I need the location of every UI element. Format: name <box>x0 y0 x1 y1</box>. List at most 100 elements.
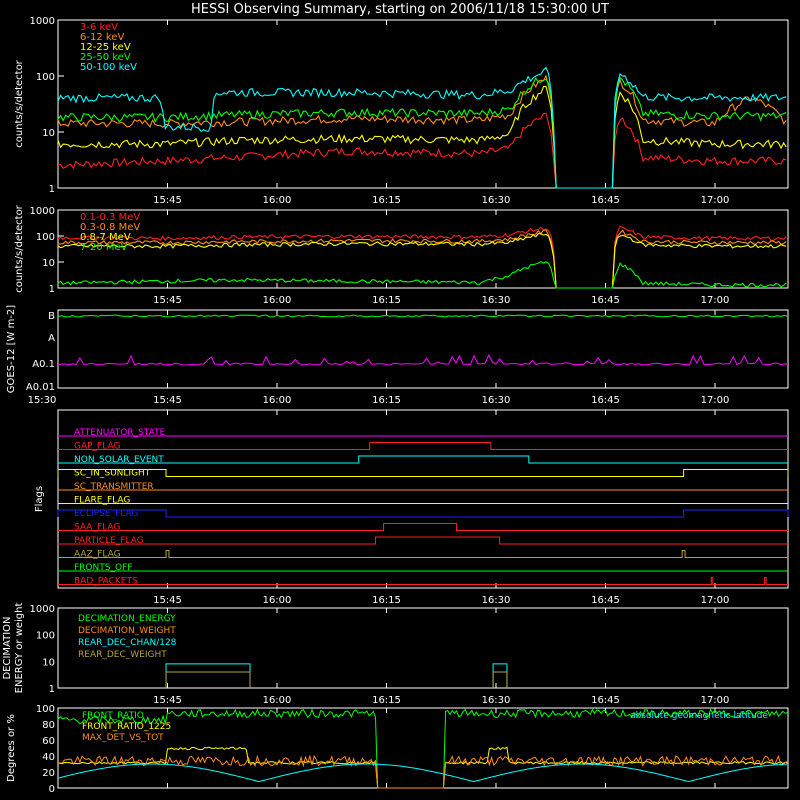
flag-label: SAA_FLAG <box>74 523 120 533</box>
panel-frame-1 <box>57 19 789 189</box>
x-tick-label: 17:00 <box>701 695 730 706</box>
y-tick-label: 10 <box>42 657 55 668</box>
x-tick-label: 16:00 <box>263 295 292 306</box>
legend-entry: 50-100 keV <box>80 62 137 73</box>
goes-line-short <box>57 353 789 366</box>
chart-title: HESSI Observing Summary, starting on 200… <box>191 2 609 17</box>
legend-entry: FRONT_RATIO <box>82 711 144 721</box>
flag-line-bad-packets <box>58 577 788 585</box>
y-axis-label: counts/s/detector <box>14 204 25 292</box>
legend-entry: 0.1-0.3 MeV <box>80 212 140 223</box>
flag-label: AAZ_FLAG <box>74 550 121 560</box>
y-axis-label-line2: ENERGY or weight <box>14 603 25 694</box>
panel-frame-4 <box>57 409 789 589</box>
x-tick-label: 16:30 <box>482 695 511 706</box>
x-tick-label: 16:15 <box>372 295 401 306</box>
flag-label: ATTENUATOR_STATE <box>74 428 166 438</box>
legend-entry: 0.8-7 MeV <box>80 232 131 243</box>
flag-line-saa-flag <box>58 523 788 531</box>
y-axis-label: Degrees or % <box>6 714 17 782</box>
y-tick-label: 1 <box>49 284 55 295</box>
x-tick-label: 16:00 <box>263 395 292 406</box>
flag-label: BAD_PACKETS <box>74 577 138 587</box>
x-tick-label: 16:30 <box>482 395 511 406</box>
x-tick-label: 16:45 <box>591 595 620 606</box>
series-line-0-3-0-8-mev <box>57 229 787 289</box>
legend-entry: 7-20 MeV <box>80 242 128 253</box>
y-tick-label: 20 <box>42 768 55 779</box>
x-tick-label: 16:00 <box>263 595 292 606</box>
flag-line-particle-flag <box>58 536 788 545</box>
flag-label: FRONTS_OFF <box>74 563 132 573</box>
x-tick-label: 16:45 <box>591 395 620 406</box>
flag-line-eclipse-flag <box>57 509 789 518</box>
legend-entry: 0.3-0.8 MeV <box>80 222 140 233</box>
x-tick-label: 15:45 <box>153 195 182 206</box>
x-tick-label: 16:15 <box>372 395 401 406</box>
legend-entry: MAX_DET_VS_TOT <box>82 733 164 743</box>
legend-entry: DECIMATION_ENERGY <box>78 614 176 624</box>
series-line-3-6-kev <box>57 112 787 189</box>
x-tick-label: 16:30 <box>482 295 511 306</box>
x-tick-label: 17:00 <box>701 395 730 406</box>
x-tick-label: 15:45 <box>153 295 182 306</box>
geomagnetic-latitude-line <box>57 763 788 783</box>
y-tick-label: 1 <box>49 684 55 695</box>
y-tick-label: 100 <box>36 72 55 83</box>
x-tick-label: 15:45 <box>153 695 182 706</box>
legend-entry: DECIMATION_WEIGHT <box>78 626 176 636</box>
legend-entry: REAR_DEC_CHAN/128 <box>78 638 177 648</box>
x-tick-label: 16:15 <box>372 595 401 606</box>
flag-line-gap-flag <box>58 442 788 450</box>
x-tick-label: 15:45 <box>153 395 182 406</box>
x-tick-label: 16:15 <box>372 195 401 206</box>
x-tick-label: 17:00 <box>701 195 730 206</box>
x-tick-label: 16:45 <box>591 195 620 206</box>
legend-entry: FRONT_RATIO_1225 <box>82 722 171 732</box>
y-tick-label: A <box>48 333 55 344</box>
y-axis-label: Flags <box>34 486 45 512</box>
y-tick-label: 80 <box>42 720 55 731</box>
series-line-0-8-7-mev <box>57 233 787 289</box>
x-tick-label: 16:45 <box>591 295 620 306</box>
decimation-step-rear-dec-weight <box>492 671 508 688</box>
flag-label: PARTICLE_FLAG <box>74 536 144 546</box>
y-tick-label: 1000 <box>30 16 55 27</box>
x-tick-label: 17:00 <box>701 295 730 306</box>
y-tick-label: 0 <box>49 784 55 795</box>
y-tick-label: 1000 <box>30 604 55 615</box>
series-line-7-20-mev <box>57 260 787 289</box>
y-tick-label: A0.01 <box>26 382 55 393</box>
series-line-50-100-kev <box>57 66 787 189</box>
x-tick-label: 16:30 <box>482 195 511 206</box>
panel-frame-2 <box>57 209 789 289</box>
y-tick-label: 60 <box>42 736 55 747</box>
x-tick-label: 17:00 <box>701 595 730 606</box>
y-tick-label: 10 <box>42 258 55 269</box>
y-tick-label: 100 <box>36 631 55 642</box>
series-line-0-1-0-3-mev <box>57 225 787 289</box>
series-line-25-50-kev <box>57 76 787 189</box>
flag-label: SC_TRANSMITTER <box>74 482 154 492</box>
flag-line-non-solar-event <box>58 455 788 464</box>
panel-frame-5 <box>57 607 789 689</box>
flag-line-aaz-flag <box>58 550 788 558</box>
series-line-6-12-kev <box>57 74 787 189</box>
y-tick-label: 10 <box>42 128 55 139</box>
y-tick-label: 1000 <box>30 206 55 217</box>
decimation-step-rear-dec-weight <box>165 671 251 688</box>
y-tick-label: 1 <box>49 184 55 195</box>
y-axis-label: counts/s/detector <box>14 59 25 147</box>
goes-line-long <box>57 314 789 318</box>
flag-label: NON_SOLAR_EVENT <box>74 455 164 465</box>
flag-label: SC_IN_SUNLIGHT <box>74 469 151 479</box>
flag-label: FLARE_FLAG <box>74 496 130 506</box>
y-axis-label-line1: DECIMATION <box>2 616 13 679</box>
y-tick-label: B <box>48 311 55 322</box>
x-tick-label: 16:15 <box>372 695 401 706</box>
y-tick-label: 100 <box>36 232 55 243</box>
start-time-label: 15:30 <box>28 395 57 406</box>
